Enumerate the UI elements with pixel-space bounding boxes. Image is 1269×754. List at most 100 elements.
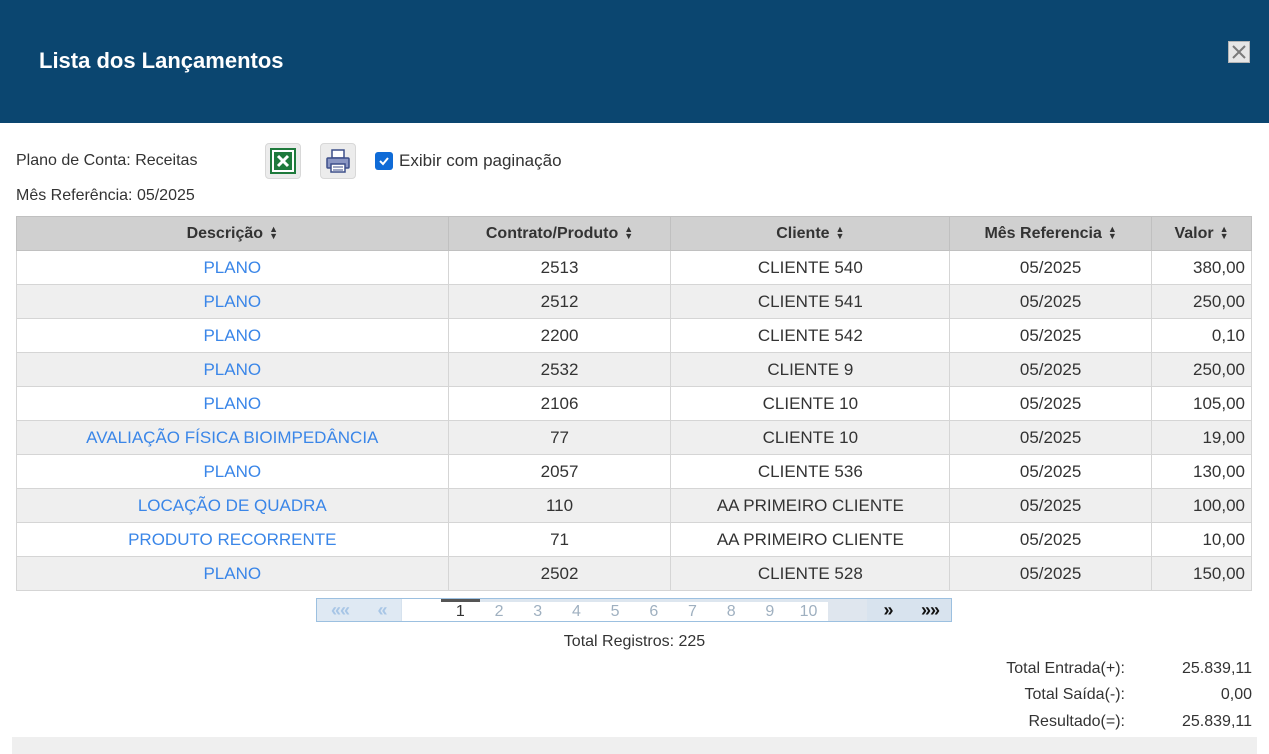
mes-referencia-cell: 05/2025 — [949, 386, 1153, 421]
sort-icon: ▲ ▼ — [1107, 224, 1117, 242]
table-header-row: Descrição ▲ ▼ Contrato/Produto ▲ ▼ Cliente ▲ ▼… — [16, 216, 1252, 251]
valor-cell: 19,00 — [1151, 420, 1252, 455]
cliente-cell: CLIENTE 10 — [670, 386, 951, 421]
mes-referencia-cell: 05/2025 — [949, 556, 1153, 591]
chevron-left-icon: « — [377, 599, 387, 620]
cliente-cell: CLIENTE 536 — [670, 454, 951, 489]
mes-referencia-label: Mês Referência: 05/2025 — [16, 187, 195, 204]
valor-cell: 130,00 — [1151, 454, 1252, 489]
plano-conta-label: Plano de Conta: Receitas — [16, 152, 198, 169]
sort-icon: ▲ ▼ — [835, 224, 845, 242]
valor-cell: 100,00 — [1151, 488, 1252, 523]
page-number-button[interactable]: 6 — [634, 599, 674, 621]
next-page-button[interactable]: » — [867, 599, 907, 621]
page-number-button[interactable]: 8 — [711, 599, 751, 621]
contrato-cell: 2106 — [447, 386, 672, 421]
valor-cell: 0,10 — [1151, 318, 1252, 353]
column-header-contrato[interactable]: Contrato/Produto ▲ ▼ — [447, 216, 672, 251]
page-number-button[interactable]: 2 — [479, 599, 519, 621]
contrato-cell: 2502 — [447, 556, 672, 591]
page-number-button[interactable]: 1 — [441, 599, 480, 621]
table-row: LOCAÇÃO DE QUADRA 110 AA PRIMEIRO CLIENTE 0… — [16, 488, 1252, 523]
contrato-cell: 2200 — [447, 318, 672, 353]
contrato-cell: 110 — [447, 488, 672, 523]
checkmark-icon — [379, 157, 389, 166]
pagination: « « « 1 2 3 4 5 6 7 8 9 10 » » » — [316, 598, 952, 622]
column-header-descricao[interactable]: Descrição ▲ ▼ — [16, 216, 449, 251]
contrato-cell: 77 — [447, 420, 672, 455]
total-registros: Total Registros: 225 — [563, 633, 706, 650]
close-button[interactable] — [1228, 41, 1250, 63]
cliente-cell: CLIENTE 540 — [670, 250, 951, 285]
modal-header: Lista dos Lançamentos — [0, 0, 1269, 123]
descricao-cell[interactable]: PLANO — [16, 556, 449, 591]
chevron-right-icon: » — [883, 599, 893, 620]
contrato-cell: 2512 — [447, 284, 672, 319]
sort-icon: ▲ ▼ — [269, 224, 278, 242]
page-number-button[interactable]: 3 — [518, 599, 558, 621]
mes-referencia-cell: 05/2025 — [949, 522, 1153, 557]
column-header-valor[interactable]: Valor ▲ ▼ — [1151, 216, 1252, 251]
descricao-cell[interactable]: PLANO — [16, 352, 449, 387]
valor-cell: 380,00 — [1151, 250, 1252, 285]
pager-spacer — [401, 599, 441, 621]
resultado-label: Resultado(=): — [1028, 713, 1126, 730]
page-number-button[interactable]: 4 — [557, 599, 596, 621]
mes-referencia-cell: 05/2025 — [949, 420, 1153, 455]
page-number-button[interactable]: 9 — [750, 599, 790, 621]
table-row: AVALIAÇÃO FÍSICA BIOIMPEDÂNCIA 77 CLIENTE … — [16, 420, 1252, 455]
lancamentos-table: Descrição ▲ ▼ Contrato/Produto ▲ ▼ Cliente ▲ ▼… — [16, 216, 1252, 591]
page-number-button[interactable]: 10 — [789, 599, 828, 621]
mes-referencia-cell: 05/2025 — [949, 454, 1153, 489]
valor-cell: 105,00 — [1151, 386, 1252, 421]
column-header-cliente[interactable]: Cliente ▲ ▼ — [670, 216, 951, 251]
pagination-toggle[interactable]: Exibir com paginação — [375, 150, 562, 172]
table-row: PLANO 2513 CLIENTE 540 05/2025 380,00 — [16, 250, 1252, 285]
descricao-cell[interactable]: PLANO — [16, 250, 449, 285]
column-header-mes-referencia[interactable]: Mês Referencia ▲ ▼ — [949, 216, 1153, 251]
last-page-button[interactable]: » » — [907, 599, 951, 621]
pager-filler — [827, 599, 867, 621]
descricao-cell[interactable]: PLANO — [16, 318, 449, 353]
cliente-cell: AA PRIMEIRO CLIENTE — [670, 488, 951, 523]
cliente-cell: CLIENTE 542 — [670, 318, 951, 353]
footer-bar — [12, 737, 1257, 754]
descricao-cell[interactable]: AVALIAÇÃO FÍSICA BIOIMPEDÂNCIA — [16, 420, 449, 455]
valor-cell: 10,00 — [1151, 522, 1252, 557]
mes-referencia-cell: 05/2025 — [949, 284, 1153, 319]
mes-referencia-cell: 05/2025 — [949, 250, 1153, 285]
double-chevron-right-icon: » » — [920, 599, 940, 620]
mes-referencia-cell: 05/2025 — [949, 318, 1153, 353]
pagination-checkbox[interactable] — [375, 152, 393, 170]
print-button[interactable] — [320, 143, 356, 179]
page-number-button[interactable]: 5 — [595, 599, 635, 621]
printer-icon — [326, 149, 350, 173]
valor-cell: 250,00 — [1151, 284, 1252, 319]
descricao-cell[interactable]: PLANO — [16, 284, 449, 319]
double-chevron-left-icon: « « — [330, 599, 350, 620]
first-page-button[interactable]: « « — [317, 599, 361, 621]
table-row: PLANO 2532 CLIENTE 9 05/2025 250,00 — [16, 352, 1252, 387]
contrato-cell: 71 — [447, 522, 672, 557]
pagination-checkbox-label: Exibir com paginação — [399, 151, 562, 170]
table-row: PLANO 2200 CLIENTE 542 05/2025 0,10 — [16, 318, 1252, 353]
descricao-cell[interactable]: PRODUTO RECORRENTE — [16, 522, 449, 557]
valor-cell: 150,00 — [1151, 556, 1252, 591]
sort-icon: ▲ ▼ — [624, 224, 634, 242]
table-row: PLANO 2057 CLIENTE 536 05/2025 130,00 — [16, 454, 1252, 489]
resultado-value: 25.839,11 — [1182, 713, 1252, 730]
table-row: PLANO 2106 CLIENTE 10 05/2025 105,00 — [16, 386, 1252, 421]
descricao-cell[interactable]: LOCAÇÃO DE QUADRA — [16, 488, 449, 523]
total-saida-value: 0,00 — [1220, 686, 1252, 703]
export-excel-button[interactable] — [265, 143, 301, 179]
table-row: PLANO 2502 CLIENTE 528 05/2025 150,00 — [16, 556, 1252, 591]
table-row: PRODUTO RECORRENTE 71 AA PRIMEIRO CLIENTE 0… — [16, 522, 1252, 557]
descricao-cell[interactable]: PLANO — [16, 386, 449, 421]
close-icon — [1232, 45, 1246, 59]
cliente-cell: CLIENTE 541 — [670, 284, 951, 319]
mes-referencia-cell: 05/2025 — [949, 488, 1153, 523]
total-entrada-label: Total Entrada(+): — [1006, 660, 1125, 677]
page-number-button[interactable]: 7 — [673, 599, 712, 621]
descricao-cell[interactable]: PLANO — [16, 454, 449, 489]
previous-page-button[interactable]: « — [361, 599, 401, 621]
